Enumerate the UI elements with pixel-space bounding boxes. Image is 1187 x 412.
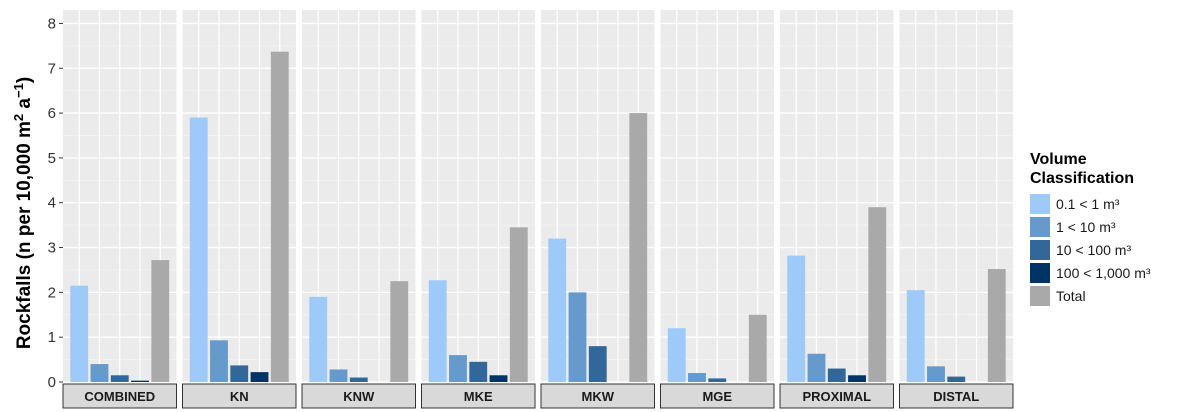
y-axis: 0 1 2 3 4 5 6 7 8 [48, 15, 63, 391]
y-axis-label: Rockfalls (n per 10,000 m2 a−1) [11, 77, 35, 349]
y-tick-label: 3 [48, 240, 56, 257]
legend-item: 1 < 10 m³ [1030, 215, 1151, 238]
bar [947, 376, 966, 382]
legend-label: 10 < 100 m³ [1056, 241, 1132, 258]
legend-title-line-2: Classification [1030, 170, 1135, 187]
y-tick-label: 8 [48, 15, 56, 32]
bar [390, 281, 409, 382]
facet-strip [62, 383, 177, 409]
facet-label: MKE [464, 389, 493, 404]
bar [588, 346, 607, 382]
y-tick-label: 0 [48, 374, 56, 391]
bar [329, 369, 348, 382]
bar [210, 340, 228, 382]
bar [787, 255, 806, 382]
y-tick-label: 7 [48, 60, 56, 77]
bar [230, 365, 249, 382]
bar [568, 292, 587, 382]
bar [848, 375, 866, 382]
facet-panel: COMBINED [62, 10, 177, 409]
legend: Volume Classification 0.1 < 1 m³ 1 < 10 m… [1030, 150, 1151, 307]
bar [428, 280, 447, 382]
bar [906, 290, 925, 382]
bar [807, 353, 826, 382]
facet-strip [182, 383, 297, 409]
facet-strip [540, 383, 655, 409]
facet-label: MKW [582, 389, 615, 404]
bar [189, 117, 208, 383]
y-tick-label: 2 [48, 284, 56, 301]
y-tick-label: 5 [48, 150, 56, 167]
bar [667, 328, 686, 382]
legend-label: 1 < 10 m³ [1056, 218, 1116, 235]
bar [250, 372, 269, 382]
facet-panel: MKE [421, 10, 536, 409]
bar [927, 366, 945, 382]
legend-key [1030, 262, 1050, 283]
bar [708, 378, 727, 382]
legend-label: Total [1056, 287, 1086, 304]
facet-strip [421, 383, 536, 409]
legend-items: 0.1 < 1 m³ 1 < 10 m³ 10 < 100 m³ 100 < 1,00… [1030, 192, 1151, 307]
legend-key [1030, 216, 1050, 237]
facet-label: COMBINED [84, 389, 155, 404]
facet-label: PROXIMAL [802, 389, 871, 404]
legend-key [1030, 193, 1050, 214]
bar [629, 113, 648, 382]
facet-strip [779, 383, 894, 409]
facet-panel: MKW [540, 10, 655, 409]
facet-panels: COMBINED KN KNW MKE MKW MGE PROXIMAL DISTAL [62, 10, 1014, 409]
bar [70, 285, 89, 382]
legend-key [1030, 285, 1050, 306]
bar [748, 314, 767, 382]
facet-strip [899, 383, 1014, 409]
facet-strip [301, 383, 416, 409]
bar [827, 368, 846, 382]
bar [110, 375, 129, 382]
bar [349, 377, 368, 382]
bar [987, 269, 1006, 382]
facet-panel: PROXIMAL [779, 10, 894, 409]
bar [469, 361, 488, 382]
facet-label: KNW [343, 389, 375, 404]
bar [489, 375, 508, 382]
facet-panel: DISTAL [899, 10, 1014, 409]
bar [309, 296, 328, 382]
bar [548, 238, 567, 382]
legend-label: 0.1 < 1 m³ [1056, 195, 1120, 212]
bar [151, 260, 170, 382]
legend-item: 10 < 100 m³ [1030, 238, 1151, 261]
bar [868, 207, 887, 382]
bar [688, 373, 706, 382]
legend-item: 100 < 1,000 m³ [1030, 261, 1151, 284]
facet-panel: KN [182, 10, 297, 409]
bar [449, 355, 467, 382]
y-tick-label: 6 [48, 105, 56, 122]
y-tick-label: 4 [48, 195, 56, 212]
legend-title-line-1: Volume [1030, 151, 1087, 168]
legend-item: 0.1 < 1 m³ [1030, 192, 1151, 215]
facet-label: MGE [702, 389, 732, 404]
legend-label: 100 < 1,000 m³ [1056, 264, 1151, 281]
legend-item: Total [1030, 284, 1151, 307]
facet-label: DISTAL [933, 389, 979, 404]
facet-label: KN [230, 389, 249, 404]
bar [509, 227, 528, 382]
y-tick-label: 1 [48, 329, 56, 346]
facet-strip [660, 383, 775, 409]
facet-panel: KNW [301, 10, 416, 409]
bar [270, 51, 289, 383]
bar [90, 364, 109, 382]
facet-panel: MGE [660, 10, 775, 409]
legend-key [1030, 239, 1050, 260]
bar [131, 380, 149, 382]
